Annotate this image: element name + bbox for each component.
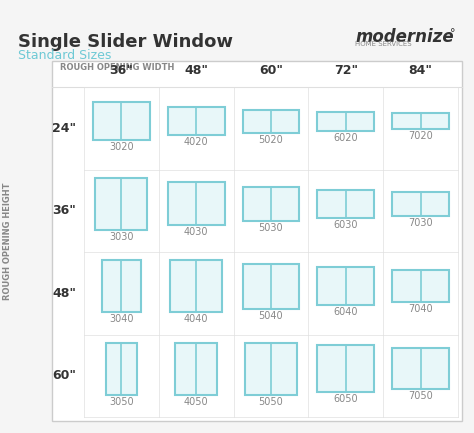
Text: 7050: 7050 [408, 391, 433, 401]
Text: HOME SERVICES: HOME SERVICES [355, 41, 411, 47]
Bar [168, 107, 225, 136]
Text: 4020: 4020 [184, 137, 209, 148]
Text: Standard Sizes: Standard Sizes [18, 49, 111, 62]
Bar [243, 110, 300, 132]
Text: 72": 72" [334, 64, 358, 77]
Text: 6030: 6030 [334, 220, 358, 230]
Bar [318, 267, 374, 305]
Text: 36": 36" [109, 64, 133, 77]
Bar [392, 191, 449, 216]
Bar [168, 107, 225, 136]
Text: 24": 24" [52, 122, 76, 135]
Bar [175, 343, 217, 395]
Bar [245, 343, 297, 395]
Text: 84": 84" [409, 64, 433, 77]
Bar [392, 113, 449, 129]
Text: 36": 36" [52, 204, 76, 217]
Text: 60": 60" [52, 369, 76, 382]
Text: 3020: 3020 [109, 142, 134, 152]
Text: 4050: 4050 [184, 397, 209, 407]
Bar [170, 260, 222, 312]
Bar [243, 187, 300, 221]
Text: 6020: 6020 [334, 133, 358, 143]
Bar [392, 349, 449, 389]
Text: 6050: 6050 [334, 394, 358, 404]
Text: Single Slider Window: Single Slider Window [18, 33, 233, 51]
Bar [106, 343, 137, 395]
Text: 48": 48" [52, 287, 76, 300]
Text: 6040: 6040 [334, 307, 358, 317]
Bar [170, 260, 222, 312]
Text: 5050: 5050 [259, 397, 283, 407]
Text: 5030: 5030 [259, 223, 283, 233]
Text: 5020: 5020 [259, 135, 283, 145]
Bar [243, 187, 300, 221]
Bar [392, 349, 449, 389]
Bar [318, 267, 374, 305]
Bar [318, 345, 374, 392]
Bar [318, 190, 374, 218]
Text: ROUGH OPENING HEIGHT: ROUGH OPENING HEIGHT [3, 182, 12, 300]
Bar [318, 112, 374, 131]
Bar [93, 102, 150, 140]
Bar [318, 190, 374, 218]
Bar [243, 110, 300, 132]
Bar [392, 270, 449, 303]
Bar [243, 264, 300, 309]
Text: 7030: 7030 [408, 218, 433, 228]
Bar [392, 270, 449, 303]
Text: 48": 48" [184, 64, 208, 77]
Bar [102, 260, 141, 312]
Text: ROUGH OPENING WIDTH: ROUGH OPENING WIDTH [60, 63, 174, 72]
Bar [102, 260, 141, 312]
Text: 7020: 7020 [408, 131, 433, 141]
Text: 4030: 4030 [184, 227, 209, 237]
Bar [168, 182, 225, 225]
Text: 7040: 7040 [408, 304, 433, 314]
Bar [318, 112, 374, 131]
Bar [245, 343, 297, 395]
Bar [95, 178, 147, 230]
Text: °: ° [450, 28, 456, 38]
Bar [106, 343, 137, 395]
Text: modernize: modernize [355, 28, 454, 46]
Bar [175, 343, 217, 395]
Bar [93, 102, 150, 140]
Text: 3050: 3050 [109, 397, 134, 407]
Text: 3040: 3040 [109, 314, 134, 324]
Text: 3030: 3030 [109, 232, 134, 242]
Bar [392, 191, 449, 216]
Bar [168, 182, 225, 225]
Text: 60": 60" [259, 64, 283, 77]
Bar [392, 113, 449, 129]
Bar [95, 178, 147, 230]
Bar [318, 345, 374, 392]
Bar [52, 61, 462, 421]
Bar [243, 264, 300, 309]
Bar [52, 61, 462, 421]
Text: 4040: 4040 [184, 314, 209, 324]
Text: 5040: 5040 [259, 311, 283, 321]
